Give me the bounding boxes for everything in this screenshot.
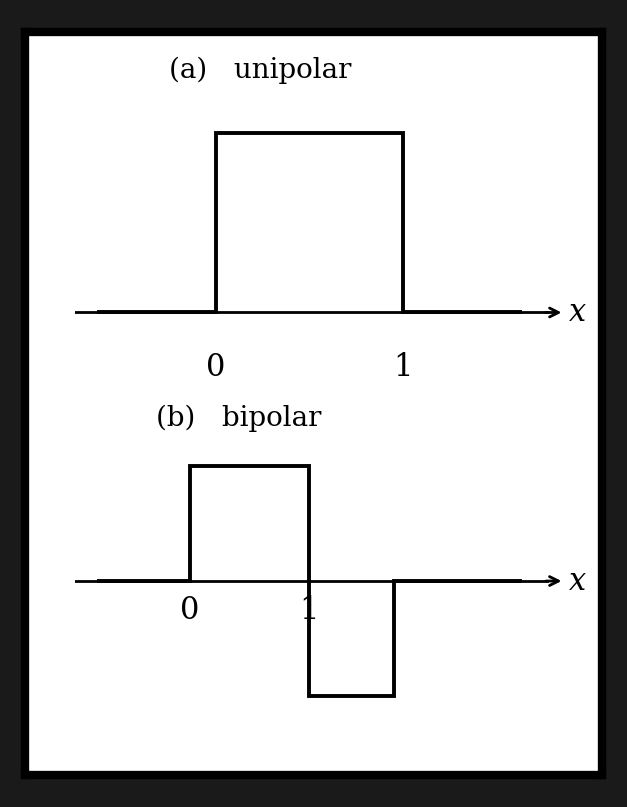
Text: 1: 1 <box>393 352 413 383</box>
Text: (b)   bipolar: (b) bipolar <box>156 405 322 432</box>
Text: x: x <box>569 566 586 596</box>
Text: (a)   unipolar: (a) unipolar <box>169 56 351 84</box>
Text: 1: 1 <box>299 595 319 625</box>
Text: 0: 0 <box>181 595 200 625</box>
Text: x: x <box>569 297 586 328</box>
Text: 0: 0 <box>206 352 225 383</box>
